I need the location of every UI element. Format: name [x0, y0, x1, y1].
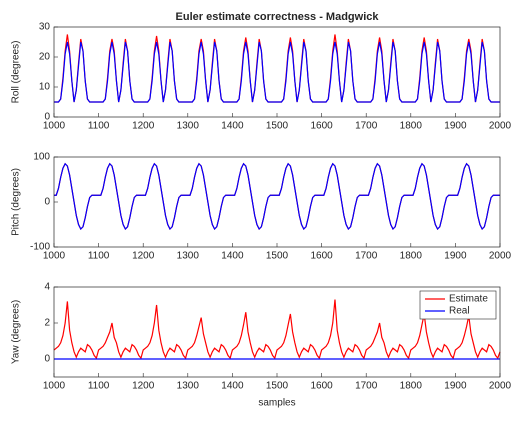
data-line — [54, 41, 500, 103]
y-tick-label: 4 — [44, 282, 50, 293]
chart-title: Euler estimate correctness - Madgwick — [176, 11, 380, 23]
x-tick-label: 1300 — [177, 381, 200, 392]
plot-area — [54, 27, 500, 117]
x-tick-label: 1800 — [400, 121, 423, 132]
x-tick-label: 2000 — [489, 381, 512, 392]
axes-box — [53, 156, 501, 248]
x-tick-label: 1500 — [266, 251, 289, 262]
data-line — [53, 299, 501, 360]
axes-box — [53, 26, 501, 118]
x-tick-label: 1100 — [88, 121, 110, 132]
legend-box — [419, 290, 497, 320]
x-tick-label: 1600 — [310, 251, 333, 262]
y-tick-label: 0 — [44, 112, 50, 123]
axes-box — [53, 286, 501, 378]
x-tick-label: 1600 — [310, 381, 333, 392]
x-tick-label: 1300 — [177, 251, 200, 262]
x-tick-label: 1600 — [310, 121, 333, 132]
x-tick-label: 1000 — [43, 381, 66, 392]
y-tick-label: 30 — [39, 22, 51, 33]
y-tick-label: 10 — [39, 82, 51, 93]
x-tick-label: 1300 — [177, 121, 200, 132]
x-tick-label: 1500 — [266, 121, 289, 132]
legend-label: Real — [449, 306, 470, 317]
plot-area — [54, 157, 500, 247]
y-tick-label: 100 — [33, 152, 50, 163]
x-tick-label: 1900 — [444, 121, 467, 132]
y-axis-label: Roll (degrees) — [11, 41, 22, 104]
x-tick-label: 1800 — [400, 251, 423, 262]
y-tick-label: 0 — [44, 197, 50, 208]
x-tick-label: 1400 — [221, 121, 244, 132]
y-tick-label: 0 — [44, 354, 50, 365]
x-tick-label: 1900 — [444, 251, 467, 262]
y-axis-label: Yaw (degrees) — [11, 300, 22, 364]
x-tick-label: 1400 — [221, 381, 244, 392]
x-axis-label: samples — [258, 398, 295, 409]
x-tick-label: 1200 — [132, 121, 155, 132]
x-tick-label: 1400 — [221, 251, 244, 262]
data-line — [54, 162, 500, 231]
x-tick-label: 1000 — [43, 121, 66, 132]
y-axis-label: Pitch (degrees) — [11, 168, 22, 236]
legend-label: Estimate — [449, 294, 488, 305]
y-tick-label: 2 — [44, 318, 50, 329]
x-tick-label: 1900 — [444, 381, 467, 392]
x-tick-label: 1200 — [132, 251, 155, 262]
x-tick-label: 1700 — [355, 381, 378, 392]
x-tick-label: 1700 — [355, 251, 378, 262]
x-tick-label: 1100 — [88, 251, 110, 262]
x-tick-label: 1000 — [43, 251, 66, 262]
x-tick-label: 1800 — [400, 381, 423, 392]
x-tick-label: 1700 — [355, 121, 378, 132]
x-tick-label: 2000 — [489, 121, 512, 132]
y-tick-label: -100 — [30, 242, 50, 253]
y-tick-label: 20 — [39, 52, 51, 63]
x-tick-label: 1200 — [132, 381, 155, 392]
x-tick-label: 2000 — [489, 251, 512, 262]
x-tick-label: 1100 — [88, 381, 110, 392]
x-tick-label: 1500 — [266, 381, 289, 392]
